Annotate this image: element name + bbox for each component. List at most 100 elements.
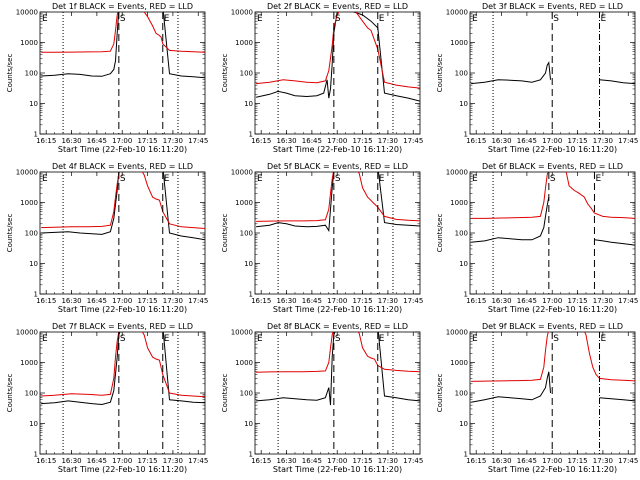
x-tick-label: 16:30 (491, 137, 511, 145)
y-tick-label: 10 (459, 260, 468, 268)
x-tick-label: 17:45 (188, 297, 208, 305)
panel-title: Det 6f BLACK = Events, RED = LLD (482, 162, 623, 171)
x-tick-label: 16:30 (276, 137, 296, 145)
x-axis-label: Start Time (22-Feb-10 16:11:20) (58, 145, 187, 154)
plot-frame (39, 171, 206, 295)
x-tick-label: 17:00 (327, 297, 347, 305)
x-tick-label: 16:15 (36, 297, 56, 305)
x-tick-label: 17:45 (403, 137, 423, 145)
x-tick-label: 16:15 (36, 457, 56, 465)
y-axis-label: Counts/sec (436, 214, 444, 253)
x-tick-label: 16:15 (251, 297, 271, 305)
x-tick-label: 16:45 (517, 137, 537, 145)
x-tick-label: 17:30 (378, 137, 398, 145)
x-tick-label: 17:15 (137, 137, 157, 145)
x-tick-label: 17:15 (137, 457, 157, 465)
y-tick-label: 10000 (231, 9, 253, 17)
x-axis-label: Start Time (22-Feb-10 16:11:20) (273, 145, 402, 154)
y-tick-label: 1 (464, 131, 468, 139)
x-tick-label: 16:15 (466, 457, 486, 465)
x-tick-label: 16:30 (491, 457, 511, 465)
detector-panel: Det 9f BLACK = Events, RED = LLD 1 10 100 10… (436, 322, 638, 474)
plot-frame (469, 171, 636, 295)
x-tick-label: 17:30 (163, 457, 183, 465)
lld-series-line (256, 172, 420, 222)
panel-title: Det 7f BLACK = Events, RED = LLD (52, 322, 193, 331)
y-tick-label: 10 (459, 100, 468, 108)
y-axis-label: Counts/sec (436, 54, 444, 93)
panel-title: Det 1f BLACK = Events, RED = LLD (52, 2, 193, 11)
marker-label: S (553, 334, 559, 344)
x-tick-label: 16:30 (61, 137, 81, 145)
left-marker-label: E (257, 334, 263, 344)
series-group (41, 172, 205, 241)
series-group (471, 332, 635, 403)
marker-label: S (335, 14, 341, 24)
marker-label: E (379, 334, 385, 344)
x-tick-label: 16:45 (302, 457, 322, 465)
marker-label: S (120, 174, 126, 184)
x-tick-label: 17:15 (567, 137, 587, 145)
x-axis-label: Start Time (22-Feb-10 16:11:20) (58, 305, 187, 314)
y-tick-label: 1000 (20, 39, 38, 47)
y-tick-label: 100 (240, 230, 253, 238)
panel-title: Det 8f BLACK = Events, RED = LLD (267, 322, 408, 331)
y-tick-label: 10 (29, 100, 38, 108)
x-tick-label: 16:45 (87, 297, 107, 305)
x-tick-label: 16:45 (302, 137, 322, 145)
y-axis-label: Counts/sec (221, 374, 229, 413)
detector-panel: Det 2f BLACK = Events, RED = LLD 1 10 100 10… (221, 2, 423, 154)
series-group (256, 172, 420, 233)
y-tick-label: 1000 (20, 359, 38, 367)
left-marker-label: E (472, 334, 478, 344)
y-tick-label: 10000 (16, 169, 38, 177)
lld-series-line (256, 12, 420, 89)
y-tick-label: 10000 (16, 9, 38, 17)
events-series-line (256, 172, 420, 233)
series-group (41, 12, 205, 79)
y-tick-label: 10000 (446, 169, 468, 177)
y-tick-label: 100 (240, 390, 253, 398)
events-series-line (599, 397, 635, 402)
y-tick-label: 1000 (235, 359, 253, 367)
y-axis-label: Counts/sec (221, 214, 229, 253)
x-tick-label: 17:15 (352, 297, 372, 305)
x-tick-label: 17:45 (618, 297, 638, 305)
events-series-line (41, 12, 205, 79)
y-tick-label: 1 (464, 451, 468, 459)
detector-panel: Det 7f BLACK = Events, RED = LLD 1 10 100 10… (6, 322, 208, 474)
y-tick-label: 10 (244, 260, 253, 268)
y-tick-label: 1000 (450, 39, 468, 47)
x-tick-label: 16:30 (276, 297, 296, 305)
y-tick-label: 10 (244, 420, 253, 428)
x-tick-label: 16:15 (251, 457, 271, 465)
x-tick-label: 17:00 (112, 297, 132, 305)
events-series-line (594, 239, 635, 246)
left-marker-label: E (42, 14, 48, 24)
marker-label: S (553, 14, 559, 24)
lld-series-line (471, 172, 635, 219)
left-marker-label: E (472, 174, 478, 184)
x-tick-label: 17:30 (163, 297, 183, 305)
series-group (255, 12, 420, 102)
detector-panel: Det 8f BLACK = Events, RED = LLD 1 10 100 10… (221, 322, 423, 474)
x-tick-label: 17:45 (618, 457, 638, 465)
x-tick-label: 17:30 (593, 297, 613, 305)
x-tick-label: 16:45 (87, 137, 107, 145)
x-tick-label: 17:15 (567, 297, 587, 305)
x-tick-label: 17:00 (327, 137, 347, 145)
marker-label: E (601, 14, 607, 24)
x-tick-label: 17:45 (403, 297, 423, 305)
x-axis-label: Start Time (22-Feb-10 16:11:20) (488, 305, 617, 314)
y-tick-label: 100 (25, 230, 38, 238)
left-marker-label: E (42, 334, 48, 344)
y-tick-label: 10 (244, 100, 253, 108)
x-tick-label: 17:30 (593, 457, 613, 465)
detector-panel: Det 5f BLACK = Events, RED = LLD 1 10 100 10… (221, 162, 423, 314)
panel-title: Det 4f BLACK = Events, RED = LLD (52, 162, 193, 171)
y-tick-label: 100 (25, 390, 38, 398)
x-tick-label: 17:45 (618, 137, 638, 145)
x-tick-label: 16:15 (466, 297, 486, 305)
plot-frame (39, 11, 206, 135)
x-tick-label: 17:15 (567, 457, 587, 465)
